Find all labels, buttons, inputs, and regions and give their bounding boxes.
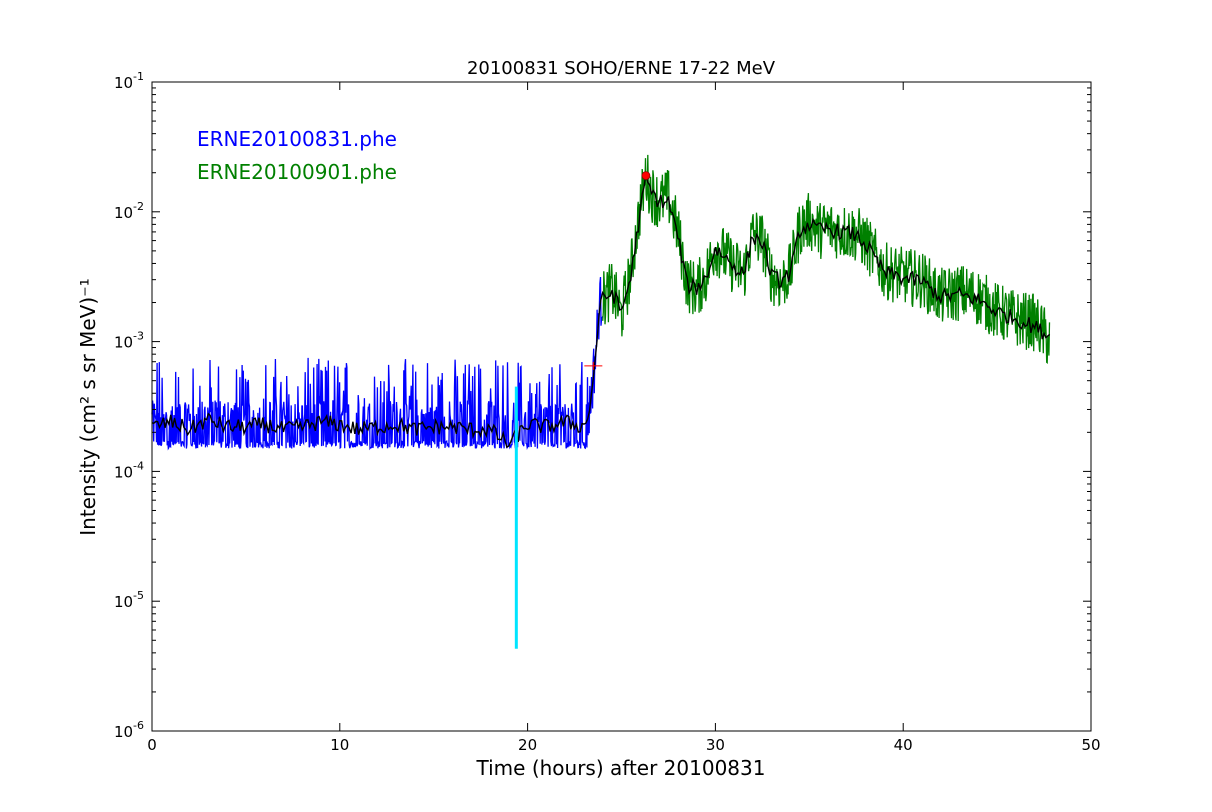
chart-title: 20100831 SOHO/ERNE 17-22 MeV: [467, 58, 776, 79]
y-tick-base: 10: [114, 204, 133, 222]
y-tick-base: 10: [114, 593, 133, 611]
y-tick-base: 10: [114, 334, 133, 352]
y-tick-exponent: -4: [133, 459, 144, 472]
y-tick-base: 10: [114, 74, 133, 92]
y-tick-label: 10-3: [114, 330, 144, 352]
y-tick-base: 10: [114, 723, 133, 741]
y-tick-exponent: -2: [133, 200, 144, 213]
x-tick-label: 50: [1081, 736, 1100, 754]
x-tick-label: 10: [330, 736, 349, 754]
y-tick-exponent: -3: [133, 330, 144, 343]
legend-entry: ERNE20100901.phe: [197, 160, 397, 184]
series-line-erne20100901-phe: [602, 154, 1051, 365]
y-tick-label: 10-2: [114, 200, 144, 222]
x-tick-label: 20: [518, 736, 537, 754]
y-tick-exponent: -6: [133, 719, 144, 732]
series-line-erne20100831-phe: [151, 276, 604, 451]
y-tick-exponent: -1: [133, 70, 144, 83]
y-tick-label: 10-1: [114, 70, 144, 92]
y-tick-label: 10-4: [114, 459, 144, 481]
series-line-smoothed: [151, 173, 1051, 449]
y-tick-base: 10: [114, 463, 133, 481]
x-tick-label: 0: [147, 736, 157, 754]
legend: ERNE20100831.phe ERNE20100901.phe: [197, 127, 397, 184]
plot-area: [151, 154, 1051, 649]
x-axis-label: Time (hours) after 20100831: [476, 756, 766, 780]
plot-frame: [151, 81, 1092, 732]
y-tick-exponent: -5: [133, 589, 144, 602]
y-axis-label: Intensity (cm² s sr MeV)⁻¹: [76, 278, 100, 535]
y-tick-label: 10-6: [114, 719, 144, 741]
legend-entry: ERNE20100831.phe: [197, 127, 397, 151]
x-tick-label: 40: [894, 736, 913, 754]
x-tick-label: 30: [706, 736, 725, 754]
y-tick-label: 10-5: [114, 589, 144, 611]
peak-marker: [641, 171, 651, 181]
